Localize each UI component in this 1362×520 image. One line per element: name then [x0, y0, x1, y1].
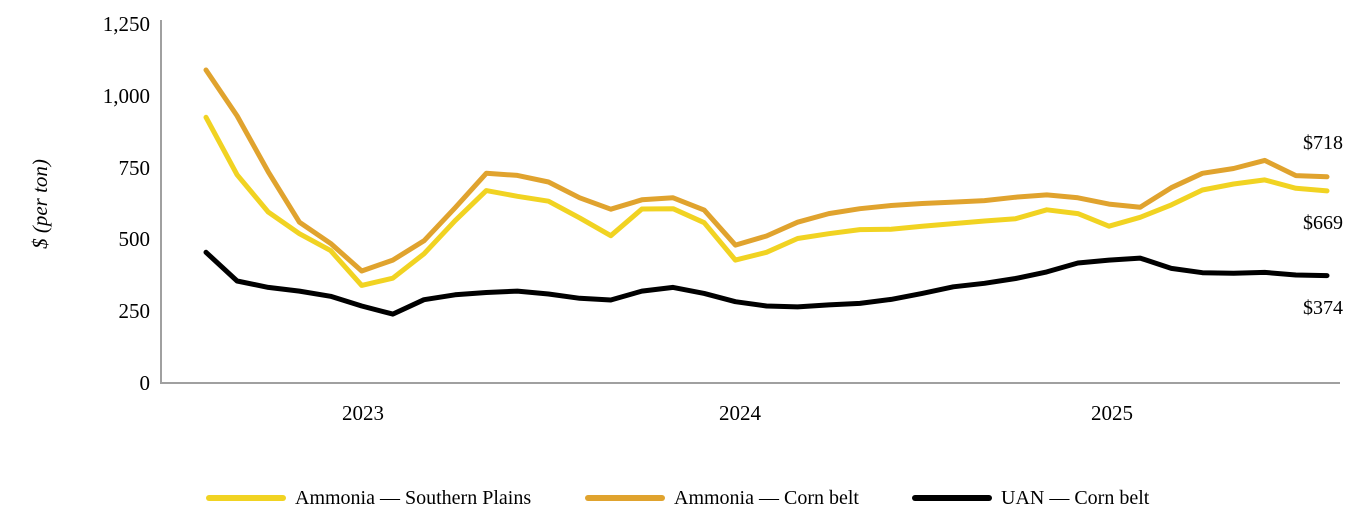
legend-label: UAN — Corn belt [1001, 487, 1150, 509]
x-tick-2025: 2025 [1091, 401, 1133, 425]
series-lines [203, 67, 1330, 317]
end-label-uan-corn-belt: $374 [1303, 297, 1343, 319]
y-tick-0: 0 [139, 371, 151, 395]
y-tick-1250: 1,250 [102, 12, 150, 36]
line-uan-corn-belt [203, 249, 1330, 317]
x-tick-2024: 2024 [719, 401, 761, 425]
legend-label: Ammonia — Corn belt [674, 487, 859, 509]
y-tick-500: 500 [118, 227, 151, 251]
legend-swatch-yellow-icon [206, 495, 286, 501]
legend-item-uan-corn-belt: UAN — Corn belt [912, 487, 1149, 509]
end-label-ammonia-corn-belt: $718 [1303, 132, 1343, 154]
legend-item-ammonia-corn-belt: Ammonia — Corn belt [585, 487, 859, 509]
end-label-ammonia-southern-plains: $669 [1303, 212, 1343, 234]
y-tick-1000: 1,000 [102, 84, 150, 108]
legend-item-ammonia-southern-plains: Ammonia — Southern Plains [206, 487, 531, 509]
legend-swatch-orange-icon [585, 495, 665, 501]
line-ammonia-corn-belt [203, 67, 1330, 274]
y-tick-750: 750 [118, 156, 151, 180]
y-axis-title: $ (per ton) [28, 159, 52, 249]
x-tick-2023: 2023 [342, 401, 384, 425]
line-ammonia-southern-plains [203, 114, 1330, 288]
y-tick-250: 250 [118, 299, 151, 323]
legend-swatch-black-icon [912, 495, 992, 501]
legend-label: Ammonia — Southern Plains [295, 487, 532, 509]
